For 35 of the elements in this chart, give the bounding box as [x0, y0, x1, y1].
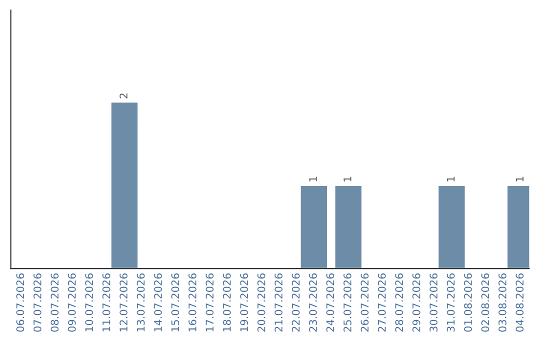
data-label: 1: [309, 176, 317, 182]
x-tick-label: 09.07.2026: [68, 273, 76, 332]
x-tick-label: 01.08.2026: [464, 273, 472, 332]
x-tick-label: 03.08.2026: [498, 273, 506, 332]
x-tick-label: 06.07.2026: [16, 273, 24, 332]
x-tick-label: 02.08.2026: [481, 273, 490, 332]
data-label: 1: [516, 176, 524, 182]
x-tick-label: 21.07.2026: [274, 273, 282, 332]
x-tick-label: 30.07.2026: [430, 273, 438, 332]
x-tick-label: 11.07.2026: [102, 273, 110, 332]
x-tick-label: 17.07.2026: [206, 273, 214, 332]
x-tick-label: 07.07.2026: [34, 273, 42, 332]
x-tick-label: 22.07.2026: [292, 273, 300, 332]
x-tick-label: 27.07.2026: [378, 273, 386, 332]
data-label: 1: [344, 176, 352, 182]
x-tick-label: 13.07.2026: [136, 273, 145, 332]
x-tick-label: 18.07.2026: [222, 273, 231, 332]
x-tick-label: 10.07.2026: [85, 273, 94, 332]
x-tick-label: 16.07.2026: [188, 273, 196, 332]
x-tick-label: 31.07.2026: [446, 273, 455, 332]
x-tick-label: 20.07.2026: [257, 273, 266, 332]
x-tick-label: 14.07.2026: [154, 273, 162, 332]
x-tick-label: 12.07.2026: [120, 273, 128, 332]
data-label: 2: [120, 94, 128, 98]
x-tick-label: 24.07.2026: [326, 273, 334, 332]
x-tick-label: 15.07.2026: [171, 273, 180, 332]
x-tick-label: 25.07.2026: [344, 273, 352, 332]
x-tick-label: 23.07.2026: [309, 273, 317, 332]
x-tick-label: 29.07.2026: [412, 273, 420, 332]
data-label: 1: [446, 176, 455, 182]
x-tick-label: 08.07.2026: [50, 273, 59, 332]
x-tick-label: 26.07.2026: [360, 273, 369, 332]
x-tick-label: 04.08.2026: [516, 273, 524, 332]
x-tick-label: 19.07.2026: [240, 273, 248, 332]
x-tick-label: 28.07.2026: [395, 273, 404, 332]
